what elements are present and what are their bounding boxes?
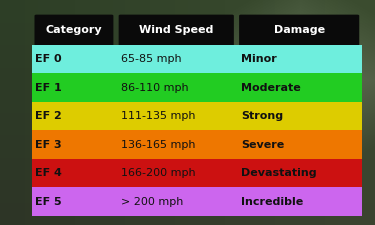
FancyBboxPatch shape	[34, 15, 113, 46]
Text: Strong: Strong	[242, 111, 284, 121]
Text: Severe: Severe	[242, 140, 285, 150]
FancyBboxPatch shape	[32, 187, 362, 216]
Text: EF 3: EF 3	[35, 140, 62, 150]
Text: 111-135 mph: 111-135 mph	[121, 111, 195, 121]
FancyBboxPatch shape	[32, 73, 362, 102]
Text: EF 4: EF 4	[35, 168, 62, 178]
Text: 65-85 mph: 65-85 mph	[121, 54, 182, 64]
Text: Devastating: Devastating	[242, 168, 317, 178]
Text: Minor: Minor	[242, 54, 277, 64]
Text: 86-110 mph: 86-110 mph	[121, 83, 189, 93]
Text: Category: Category	[46, 25, 102, 35]
Text: Moderate: Moderate	[242, 83, 301, 93]
FancyBboxPatch shape	[32, 130, 362, 159]
Text: 136-165 mph: 136-165 mph	[121, 140, 195, 150]
FancyBboxPatch shape	[32, 159, 362, 187]
FancyBboxPatch shape	[239, 15, 359, 46]
Text: Wind Speed: Wind Speed	[139, 25, 213, 35]
Text: Damage: Damage	[274, 25, 325, 35]
FancyBboxPatch shape	[32, 45, 362, 73]
FancyBboxPatch shape	[118, 15, 234, 46]
Text: EF 2: EF 2	[35, 111, 62, 121]
Text: EF 5: EF 5	[35, 197, 62, 207]
Text: EF 1: EF 1	[35, 83, 62, 93]
Text: Incredible: Incredible	[242, 197, 304, 207]
Text: > 200 mph: > 200 mph	[121, 197, 183, 207]
Text: 166-200 mph: 166-200 mph	[121, 168, 195, 178]
FancyBboxPatch shape	[32, 102, 362, 130]
Text: EF 0: EF 0	[35, 54, 62, 64]
